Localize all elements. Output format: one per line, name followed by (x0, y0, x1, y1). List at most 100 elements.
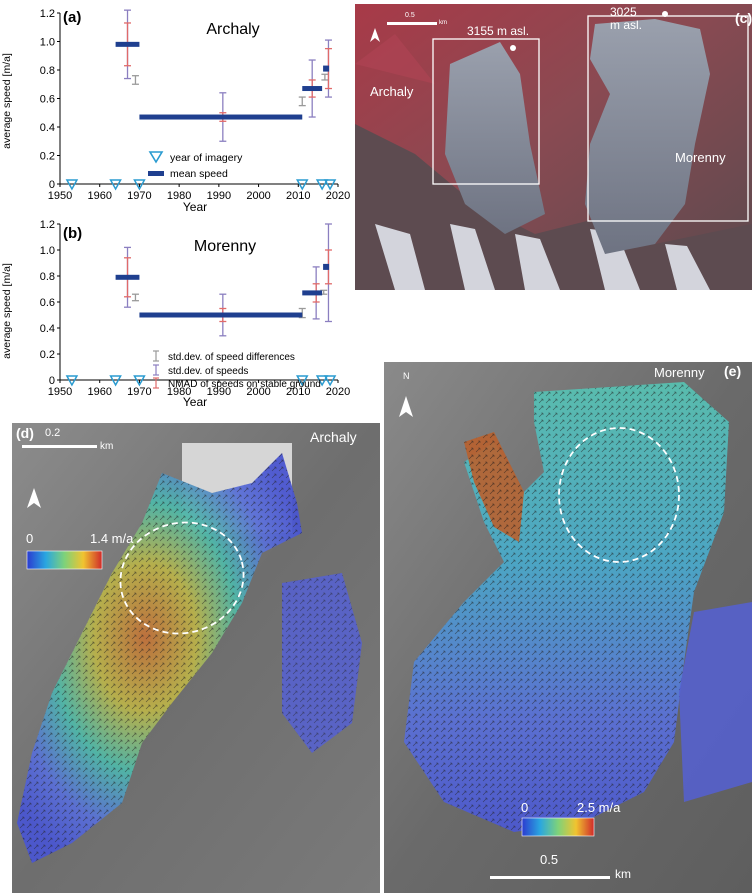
morenny-dashed-outline (558, 427, 680, 563)
panel-b-label: (b) (63, 225, 82, 242)
chart-b-imagery-marker (65, 375, 79, 387)
chart-b-xtick-label: 1950 (48, 386, 72, 398)
panel-a-marks (65, 9, 337, 191)
chart-a-imagery-marker (295, 179, 309, 191)
peak-archaly-label: 3155 m asl. (467, 24, 530, 38)
satellite-image-panel-c: 0.5 km 3155 m asl. 3025 m asl. Archaly M… (355, 4, 752, 290)
colorbar-e-min: 0 (521, 800, 529, 815)
chart-a-std-diff-bar (131, 75, 139, 85)
panel-b-xlabel: Year (183, 395, 207, 406)
scale-bar-e (490, 876, 610, 879)
legend-std-speed-marker (153, 364, 159, 376)
panel-b-axes: 0 0.2 0.4 0.6 0.8 1.0 1.2 1950 1960 1970 1980 1990 2… (40, 219, 350, 398)
chart-a-imagery-marker (65, 179, 79, 191)
legend-std-speed-label: std.dev. of speeds (168, 366, 248, 377)
label-morenny-c: Morenny (675, 150, 726, 165)
chart-a-ytick-label: 0.8 (40, 65, 55, 77)
panel-b-marks (65, 223, 337, 387)
chart-a-xtick-label: 1970 (127, 190, 151, 202)
legend-mean-speed-swatch (148, 171, 164, 176)
morenny-inset-box (587, 15, 749, 222)
peak-morenny-label-line1: 3025 (610, 5, 637, 19)
chart-b-ytick-label: 0.6 (40, 297, 55, 309)
satellite-image (355, 4, 752, 290)
chart-b-imagery-marker (133, 375, 146, 387)
panel-d-title: Archaly (310, 429, 357, 445)
chart-a-xtick-label: 1980 (167, 190, 191, 202)
archaly-dashed-outline (119, 521, 245, 635)
chart-b-xtick-label: 1980 (167, 386, 191, 398)
panel-a-xlabel: Year (183, 200, 207, 214)
chart-a-ytick-label: 0.2 (40, 151, 55, 163)
chart-panel-b: (b) Morenny average speed [m/a] Year 0 0.… (1, 219, 350, 406)
chart-b-mean-speed-bar (323, 263, 330, 270)
chart-a-ytick-label: 0.6 (40, 94, 55, 106)
panel-b-legend: std.dev. of speed differences std.dev. o… (153, 350, 321, 390)
chart-a-std-diff-bar (298, 96, 306, 107)
legend-std-diff-label: std.dev. of speed differences (168, 352, 295, 363)
scale-bar-d-text: 0.2 (45, 427, 61, 439)
panel-a-label: (a) (63, 9, 81, 26)
legend-imagery-label: year of imagery (170, 152, 243, 164)
velocity-map-panel-e: N Morenny (e) 0 2.5 m/a 0.5 km (384, 362, 752, 893)
scale-bar-e-unit: km (615, 867, 631, 881)
chart-a-mean-speed-bar (302, 86, 323, 92)
chart-b-xtick-label: 2010 (286, 386, 310, 398)
panel-a-legend: year of imagery mean speed (148, 151, 243, 180)
peak-morenny-label-line2: m asl. (610, 18, 643, 32)
colorbar-d-min: 0 (26, 531, 34, 546)
velocity-map-e (384, 362, 752, 893)
chart-b-imagery-marker (109, 375, 122, 387)
chart-a-ytick-label: 0.4 (40, 122, 55, 134)
velocity-map-panel-d: (d) 0.2 km Archaly 0 1.4 m/a (12, 423, 380, 893)
chart-panel-a: (a) Archaly average speed [m/a] Year 0 0.… (1, 8, 350, 214)
chart-a-mean-speed-bar (139, 114, 303, 120)
panel-a-ylabel: average speed [m/a] (1, 53, 13, 149)
chart-a-imagery-marker (109, 179, 122, 191)
panel-b-title: Morenny (194, 238, 256, 255)
panel-a-title: Archaly (206, 21, 259, 38)
panel-d-label: (d) (16, 425, 34, 441)
chart-b-ytick-label: 0 (49, 375, 55, 387)
chart-a-ytick-label: 0 (49, 179, 55, 191)
chart-a-ytick-label: 1.0 (40, 37, 55, 49)
legend-std-diff-marker (153, 350, 159, 362)
chart-a-imagery-marker (133, 179, 146, 191)
chart-a-std-diff-bar (321, 73, 329, 81)
chart-b-ytick-label: 1.0 (40, 245, 55, 257)
velocity-map-d (12, 423, 380, 893)
scale-bar-c-text: 0.5 (405, 12, 415, 19)
chart-b-xtick-label: 2000 (246, 386, 270, 398)
chart-b-xtick-label: 1970 (127, 386, 151, 398)
chart-a-imagery-marker (315, 179, 329, 191)
colorbar-d (26, 550, 103, 570)
chart-a-xtick-label: 1950 (48, 190, 72, 202)
chart-a-mean-speed-bar (115, 41, 140, 47)
chart-b-ytick-label: 0.8 (40, 271, 55, 283)
chart-b-imagery-marker (295, 375, 309, 387)
archaly-glacier-shape (445, 42, 545, 234)
chart-b-mean-speed-bar (302, 290, 323, 296)
chart-b-imagery-marker (315, 375, 329, 387)
scale-bar-c-unit: km (439, 20, 447, 26)
panel-e-label: (e) (724, 363, 742, 379)
legend-imagery-marker (148, 151, 164, 164)
chart-b-ytick-label: 1.2 (40, 219, 55, 231)
panel-e-title: Morenny (654, 365, 705, 380)
chart-a-xtick-label: 1960 (87, 190, 111, 202)
label-archaly-c: Archaly (370, 84, 414, 99)
north-arrow-e-icon (399, 396, 413, 417)
chart-b-xtick-label: 2020 (326, 386, 350, 398)
legend-nmad-label: NMAD of speeds on stable ground (168, 379, 321, 390)
chart-b-ytick-label: 0.2 (40, 349, 55, 361)
peak-archaly-marker (510, 45, 516, 51)
legend-mean-speed-label: mean speed (170, 168, 228, 180)
chart-a-xtick-label: 1990 (207, 190, 231, 202)
chart-a-ytick-label: 1.2 (40, 8, 55, 20)
peak-morenny-label: 3025 m asl. (610, 6, 642, 32)
chart-a-xtick-label: 2010 (286, 190, 310, 202)
panel-b-ylabel: average speed [m/a] (1, 263, 13, 359)
colorbar-d-max: 1.4 m/a (90, 531, 134, 546)
north-arrow-d-icon (27, 488, 41, 508)
chart-a-mean-speed-bar (323, 65, 330, 72)
